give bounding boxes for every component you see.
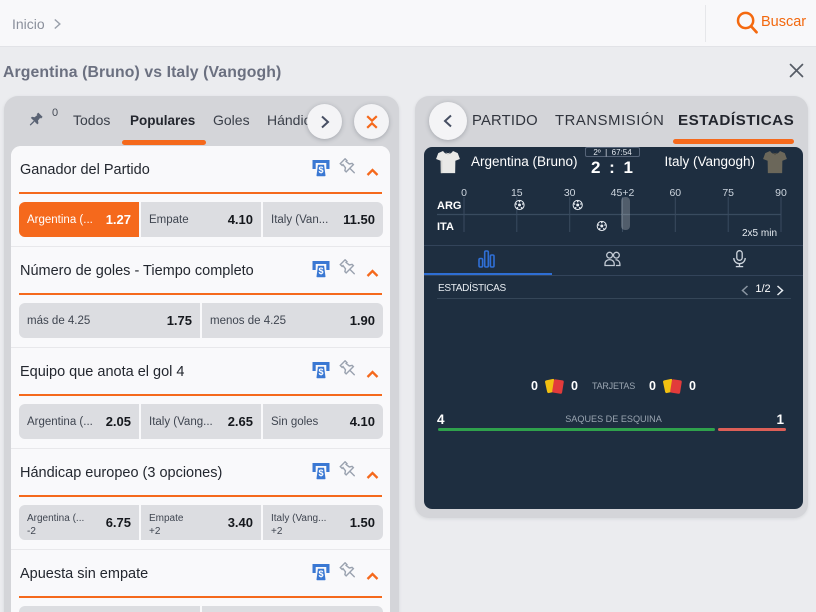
svg-text:0: 0	[461, 187, 467, 199]
svg-text:$: $	[318, 266, 323, 276]
svg-text:75: 75	[722, 187, 734, 199]
svg-text:60: 60	[669, 187, 681, 199]
svg-text:ITA: ITA	[437, 221, 454, 233]
svg-text:$: $	[318, 165, 323, 175]
svg-text:30: 30	[564, 187, 576, 199]
svg-text:2x5 min: 2x5 min	[742, 228, 777, 239]
svg-text:45+2: 45+2	[611, 187, 635, 199]
svg-text:$: $	[318, 468, 323, 478]
svg-text:$: $	[318, 367, 323, 377]
svg-text:$: $	[318, 569, 323, 579]
svg-text:ARG: ARG	[437, 200, 461, 212]
svg-text:15: 15	[511, 187, 523, 199]
svg-text:90: 90	[775, 187, 787, 199]
